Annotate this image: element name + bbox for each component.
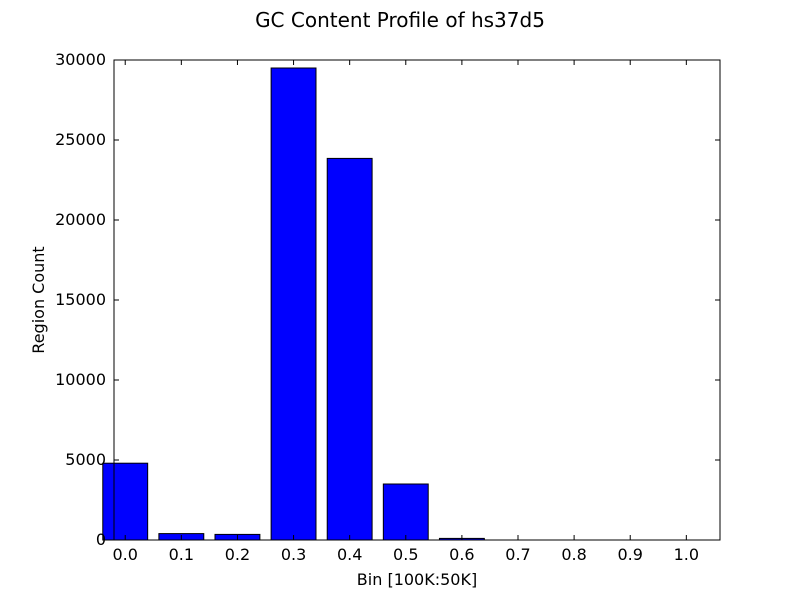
x-tick-label: 0.2 [225, 545, 250, 564]
bars-group [102, 67, 485, 541]
x-tick-label: 0.3 [281, 545, 306, 564]
y-tick-label: 15000 [55, 290, 106, 309]
x-tick-label: 0.4 [337, 545, 362, 564]
y-tick-label: 20000 [55, 210, 106, 229]
x-ticks: 0.0 0.1 0.2 0.3 0.4 0.5 0.6 0.7 0.8 0.9 1.0 [112, 60, 699, 564]
x-tick-label: 0.6 [449, 545, 474, 564]
x-tick-label: 0.8 [561, 545, 586, 564]
x-tick-label: 0.7 [505, 545, 530, 564]
y-tick-label: 0 [96, 530, 106, 549]
y-ticks: 0 5000 10000 15000 20000 25000 30000 [55, 50, 720, 549]
bar-0.4 [326, 157, 373, 541]
x-tick-label: 0.9 [617, 545, 642, 564]
y-tick-label: 10000 [55, 370, 106, 389]
y-tick-label: 5000 [65, 450, 106, 469]
plot-frame [113, 59, 721, 541]
y-tick-label: 25000 [55, 130, 106, 149]
x-tick-label: 0.0 [112, 545, 137, 564]
x-tick-label: 0.1 [169, 545, 194, 564]
y-tick-label: 30000 [55, 50, 106, 69]
bar-0.0 [102, 462, 149, 541]
x-tick-label: 0.5 [393, 545, 418, 564]
x-axis-label: Bin [100K:50K] [357, 570, 477, 589]
bar-0.3 [270, 67, 317, 541]
bar-0.5 [382, 483, 429, 541]
y-axis-label: Region Count [29, 246, 48, 353]
chart-title: GC Content Profile of hs37d5 [255, 8, 545, 32]
x-tick-label: 1.0 [674, 545, 699, 564]
